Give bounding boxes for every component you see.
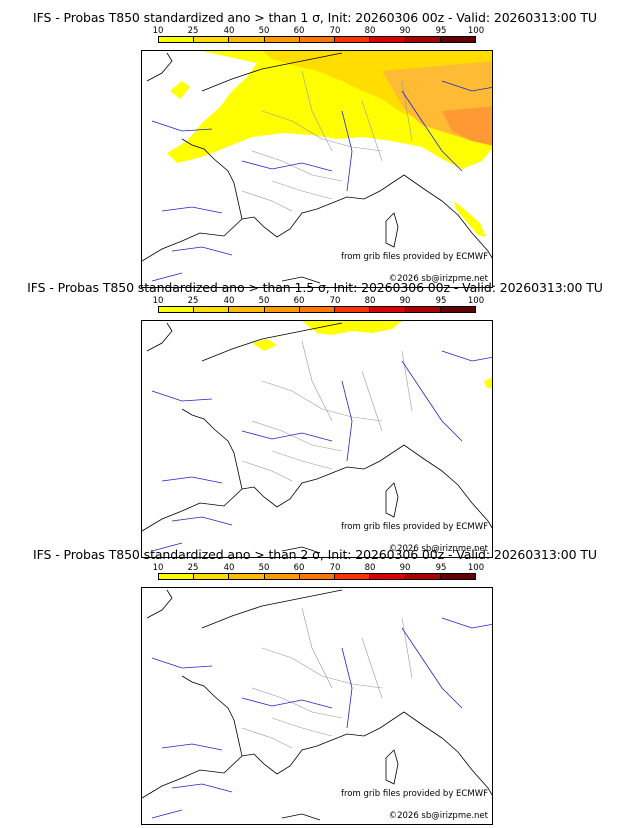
- colorbar-tick: 70: [329, 563, 341, 573]
- colorbar-tick: 100: [467, 26, 485, 36]
- colorbar-segment: [405, 37, 441, 42]
- colorbar: [158, 573, 476, 580]
- colorbar-tick: 25: [187, 563, 199, 573]
- colorbar-tick: 40: [223, 296, 235, 306]
- colorbar-tick: 80: [364, 563, 376, 573]
- source-credit: from grib files provided by ECMWF: [341, 252, 488, 262]
- probability-map: from grib files provided by ECMWF ©2026 …: [141, 320, 493, 558]
- colorbar-segment: [299, 574, 336, 579]
- colorbar-segment: [335, 307, 371, 312]
- colorbar-segment: [159, 37, 195, 42]
- colorbar-segment: [159, 307, 195, 312]
- copyright-credit: ©2026 sb@irizpme.net: [388, 274, 488, 284]
- panel-title: IFS - Probas T850 standardized ano > tha…: [33, 547, 597, 562]
- colorbar-tick: 70: [329, 296, 341, 306]
- colorbar-segment: [370, 37, 406, 42]
- colorbar-tick: 95: [435, 296, 447, 306]
- colorbar-labels: 10 25 40 50 60 70 80 90 95 100: [153, 563, 485, 573]
- colorbar-segment: [194, 37, 230, 42]
- colorbar-segment: [194, 307, 230, 312]
- colorbar-tick: 90: [399, 563, 411, 573]
- colorbar-tick: 80: [364, 26, 376, 36]
- copyright-credit: ©2026 sb@irizpme.net: [388, 544, 488, 554]
- map-svg: [142, 589, 492, 821]
- colorbar: [158, 36, 476, 43]
- colorbar-segment: [335, 574, 371, 579]
- colorbar-tick: 100: [467, 563, 485, 573]
- colorbar-tick: 50: [258, 296, 270, 306]
- colorbar-segment: [299, 307, 336, 312]
- colorbar-segment: [229, 574, 265, 579]
- colorbar-segment: [299, 37, 336, 42]
- colorbar-segment: [440, 307, 475, 312]
- colorbar-segment: [194, 574, 230, 579]
- colorbar-labels: 10 25 40 50 60 70 80 90 95 100: [153, 296, 485, 306]
- map-geography: [142, 322, 492, 554]
- colorbar-tick: 60: [293, 563, 305, 573]
- colorbar-tick: 25: [187, 296, 199, 306]
- probability-map: from grib files provided by ECMWF ©2026 …: [141, 50, 493, 288]
- colorbar-segment: [264, 574, 300, 579]
- colorbar-tick: 10: [152, 26, 164, 36]
- colorbar-tick: 50: [258, 563, 270, 573]
- probability-field: [167, 51, 492, 237]
- colorbar-tick: 100: [467, 296, 485, 306]
- colorbar-segment: [405, 307, 441, 312]
- colorbar-segment: [229, 307, 265, 312]
- colorbar-tick: 40: [223, 563, 235, 573]
- colorbar-segment: [440, 574, 475, 579]
- colorbar-segment: [229, 37, 265, 42]
- colorbar-segment: [264, 37, 300, 42]
- colorbar-segment: [370, 574, 406, 579]
- colorbar-tick: 25: [187, 26, 199, 36]
- map-svg: [142, 321, 492, 554]
- colorbar-segment: [405, 574, 441, 579]
- panel-title: IFS - Probas T850 standardized ano > tha…: [27, 280, 603, 295]
- colorbar-tick: 60: [293, 26, 305, 36]
- colorbar-segment: [335, 37, 371, 42]
- colorbar: [158, 306, 476, 313]
- source-credit: from grib files provided by ECMWF: [341, 789, 488, 799]
- colorbar-tick: 50: [258, 26, 270, 36]
- colorbar-tick: 10: [152, 563, 164, 573]
- colorbar-segment: [159, 574, 195, 579]
- colorbar-tick: 10: [152, 296, 164, 306]
- colorbar-tick: 60: [293, 296, 305, 306]
- panel-title: IFS - Probas T850 standardized ano > tha…: [33, 10, 597, 25]
- colorbar-tick: 95: [435, 563, 447, 573]
- map-svg: [142, 51, 492, 284]
- source-credit: from grib files provided by ECMWF: [341, 522, 488, 532]
- colorbar-tick: 95: [435, 26, 447, 36]
- colorbar-labels: 10 25 40 50 60 70 80 90 95 100: [153, 26, 485, 36]
- colorbar-tick: 70: [329, 26, 341, 36]
- probability-field: [252, 321, 492, 389]
- colorbar-tick: 90: [399, 296, 411, 306]
- map-geography: [142, 589, 492, 821]
- colorbar-segment: [370, 307, 406, 312]
- colorbar-tick: 40: [223, 26, 235, 36]
- probability-map: from grib files provided by ECMWF ©2026 …: [141, 587, 493, 825]
- colorbar-segment: [440, 37, 475, 42]
- colorbar-tick: 90: [399, 26, 411, 36]
- colorbar-segment: [264, 307, 300, 312]
- map-geography: [142, 52, 492, 284]
- copyright-credit: ©2026 sb@irizpme.net: [388, 811, 488, 821]
- colorbar-tick: 80: [364, 296, 376, 306]
